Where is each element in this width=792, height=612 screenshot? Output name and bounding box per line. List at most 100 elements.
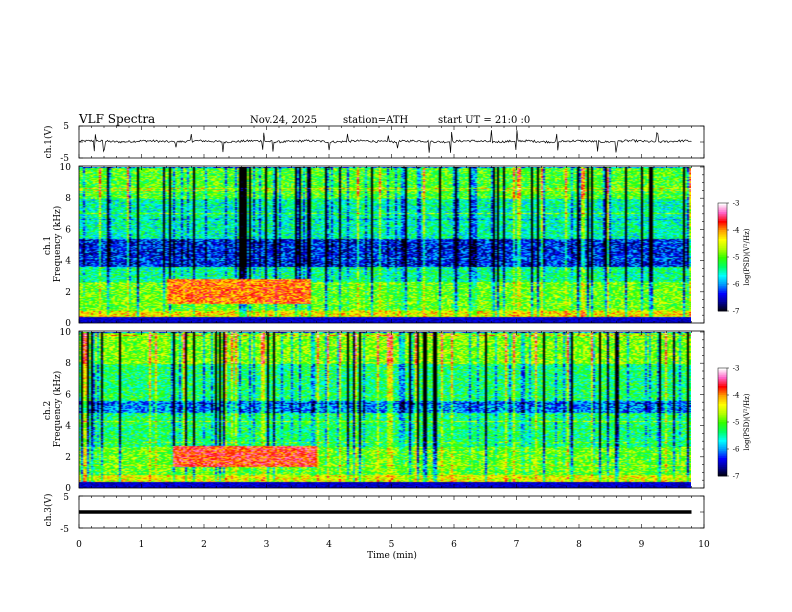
colorbar-segment [718, 432, 727, 435]
colorbar-segment [718, 287, 727, 290]
colorbar-segment [718, 244, 727, 247]
colorbar-segment [718, 450, 727, 453]
colorbar-segment [718, 219, 727, 222]
ch1-ylabel-channel: ch.1 [43, 236, 53, 255]
colorbar-segment [718, 262, 727, 265]
colorbar-segment [718, 422, 727, 425]
ch1-ylabel: ch.1(V) [43, 126, 54, 159]
figure-title: VLF Spectra [78, 112, 155, 126]
spectrogram-ytick-label: 0 [65, 319, 71, 329]
colorbar-segment [718, 285, 727, 288]
colorbar-segment [718, 208, 727, 211]
colorbar-segment [718, 434, 727, 437]
spectrogram-ytick-label: 6 [65, 225, 71, 235]
time-axis-label: Time (min) [367, 550, 417, 561]
colorbar-segment [718, 226, 727, 229]
colorbar-segment [718, 224, 727, 227]
time-tick-label: 4 [326, 540, 332, 550]
time-tick-label: 9 [639, 540, 645, 550]
ch1-spectrogram-ylabel: ch.1 Frequency (kHz) [43, 206, 63, 283]
colorbar-segment [718, 468, 727, 471]
colorbar-tick-label: -4 [733, 227, 740, 235]
colorbar-segment [718, 235, 727, 238]
colorbar-segment [718, 474, 727, 477]
colorbar-segment [718, 373, 727, 376]
time-axis-tick-labels: 0 1 2 3 4 5 6 7 8 9 10 [76, 540, 710, 550]
ch3-ylabel: ch.3(V) [43, 494, 54, 527]
ch1-ytick-bottom: -5 [60, 154, 69, 164]
colorbar-segment [718, 375, 727, 378]
colorbar-segment [718, 242, 727, 245]
colorbar-segment [718, 303, 727, 306]
colorbar-segment [718, 443, 727, 446]
ch1-colorbar: -3 -4 -5 -6 -7 log(PSD)(V²/Hz) [717, 200, 751, 316]
colorbar-segment [718, 458, 727, 461]
colorbar-segment [718, 461, 727, 464]
colorbar-tick-label: -6 [733, 446, 740, 454]
colorbar-segment [718, 472, 727, 475]
spectrogram-ytick-label: 10 [60, 328, 72, 338]
time-tick-label: 6 [451, 540, 457, 550]
colorbar-segment [718, 393, 727, 396]
colorbar-segment [718, 398, 727, 401]
colorbar-segment [718, 465, 727, 468]
colorbar-segment [718, 266, 727, 269]
colorbar-segment [718, 378, 727, 381]
colorbar-segment [718, 369, 727, 372]
colorbar-segment [718, 294, 727, 297]
colorbar-tick-label: -5 [733, 254, 740, 262]
colorbar-segment [718, 411, 727, 414]
colorbar-segment [718, 249, 727, 252]
colorbar-label: log(PSD)(V²/Hz) [743, 393, 751, 450]
colorbar-tick-label: -7 [733, 308, 740, 316]
colorbar-segment [718, 258, 727, 261]
colorbar-segment [718, 441, 727, 444]
colorbar-segment [718, 431, 727, 434]
time-tick-label: 1 [139, 540, 145, 550]
time-tick-label: 10 [698, 540, 710, 550]
colorbar-segment [718, 447, 727, 450]
ch1-spectrogram-image [79, 167, 691, 323]
header-station: station=ATH [343, 115, 409, 126]
time-tick-label: 8 [576, 540, 582, 550]
colorbar-segment [718, 271, 727, 274]
ch1-ylabel-frequency: Frequency (kHz) [52, 206, 63, 283]
ch1-waveform-line [78, 130, 692, 153]
colorbar-segment [718, 231, 727, 234]
spectrogram-ytick-label: 10 [60, 163, 72, 173]
colorbar-tick-label: -5 [733, 419, 740, 427]
colorbar-segment [718, 280, 727, 283]
colorbar-segment [718, 389, 727, 392]
spectrogram-ytick-label: 8 [65, 194, 71, 204]
ch3-waveform-panel: ch.3(V) 5 -5 0 1 2 3 4 5 6 7 8 9 10 Time (min) [43, 493, 710, 561]
colorbar-segment [718, 240, 727, 243]
time-tick-label: 0 [76, 540, 82, 550]
spectrogram-ytick-label: 2 [65, 453, 71, 463]
ch1-spectrogram-panel: ch.1 Frequency (kHz) 0 2 4 6 8 10 -3 -4 -5 -6 -7 l… [43, 163, 751, 329]
ch3-ytick-bottom: -5 [60, 525, 69, 535]
ch2-colorbar: -3 -4 -5 -6 -7 log(PSD)(V²/Hz) [717, 365, 751, 481]
colorbar-tick-label: -4 [733, 392, 740, 400]
colorbar-segment [718, 384, 727, 387]
colorbar-segment [718, 368, 727, 371]
colorbar-segment [718, 382, 727, 385]
colorbar-segment [718, 203, 727, 206]
colorbar-segment [718, 248, 727, 251]
spectrogram-ytick-label: 8 [65, 359, 71, 369]
colorbar-segment [718, 436, 727, 439]
colorbar-segment [718, 276, 727, 279]
colorbar-segment [718, 284, 727, 287]
colorbar-segment [718, 282, 727, 285]
colorbar-segment [718, 296, 727, 299]
colorbar-segment [718, 418, 727, 421]
colorbar-segment [718, 449, 727, 452]
colorbar-segment [718, 452, 727, 455]
colorbar-segment [718, 438, 727, 441]
colorbar-segment [718, 423, 727, 426]
time-tick-label: 3 [264, 540, 270, 550]
colorbar-segment [718, 291, 727, 294]
colorbar-segment [718, 405, 727, 408]
colorbar-segment [718, 407, 727, 410]
colorbar-segment [718, 470, 727, 473]
colorbar-segment [718, 264, 727, 267]
